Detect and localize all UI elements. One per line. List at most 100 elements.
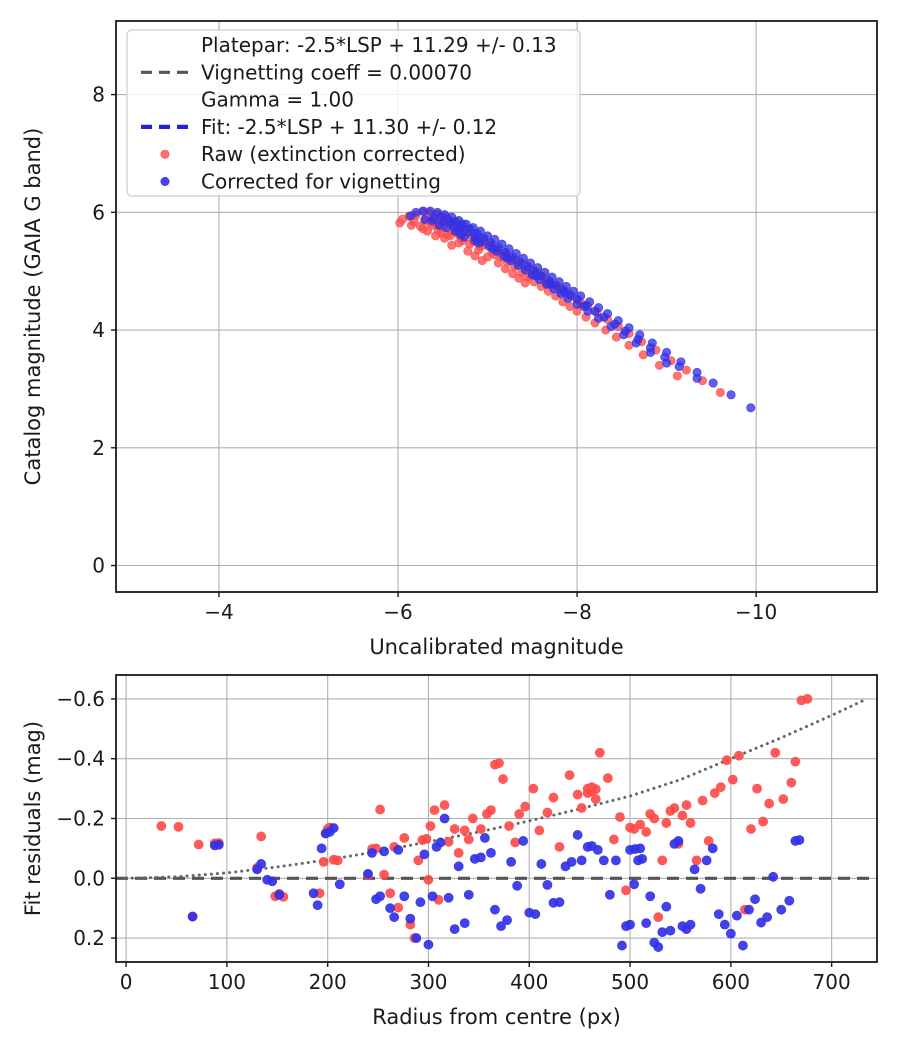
data-point [689,864,700,875]
data-point [701,855,712,866]
data-point [488,244,498,254]
data-point [449,924,460,935]
x-tick-label: 200 [309,970,347,994]
data-point [334,879,345,890]
data-point [609,834,619,845]
data-point [615,812,625,822]
data-point [423,874,434,885]
y-tick-label: 8 [92,83,105,107]
data-point [316,843,327,854]
data-point [470,236,480,246]
data-point [405,913,416,924]
data-point [514,273,524,283]
data-point [762,912,773,923]
vignetting-curve [124,697,869,880]
series-corrected-for-vignetting [406,206,756,413]
legend-label: Gamma = 1.00 [201,88,354,112]
x-tick-label: 100 [208,970,246,994]
data-point [427,216,437,226]
legend-box [126,29,581,197]
data-point [435,837,446,848]
x-tick-label: −8 [562,600,591,624]
data-point [520,265,530,275]
data-point [661,901,672,912]
data-point [635,843,646,854]
legend-entry[interactable]: Vignetting coeff = 0.00070 [141,60,472,84]
data-point [572,789,583,800]
legend-entry[interactable]: Platepar: -2.5*LSP + 11.29 +/- 0.13 [201,33,557,57]
data-point [449,824,460,834]
x-tick-label: −10 [735,600,777,624]
data-point [213,839,224,850]
data-point [534,825,545,836]
panel-magnitude-calibration: −4 −6 −8 −10 0 2 4 6 8 Uncalibrated magnitude Cata… [21,20,878,659]
data-point [677,810,688,821]
data-point [389,912,400,923]
data-point [673,836,684,846]
data-point [406,211,416,221]
data-point [768,871,779,882]
data-point [502,915,512,926]
x-tick-label: 400 [510,970,548,994]
legend-entry[interactable]: Fit: -2.5*LSP + 11.30 +/- 0.12 [141,115,497,139]
data-point [463,834,474,845]
data-point [379,869,390,880]
data-point [477,256,487,266]
y-axis-title: Fit residuals (mag) [21,721,45,916]
data-point [653,912,664,923]
legend-label: Corrected for vignetting [201,170,441,194]
data-point [744,904,754,915]
data-point [645,891,656,902]
data-point [554,842,565,852]
data-layer [395,206,756,413]
data-point [475,824,486,834]
data-point [475,852,486,863]
data-point [598,855,609,866]
data-point [514,809,525,819]
y-axis-title: Catalog magnitude (GAIA G band) [21,128,45,486]
data-point [674,362,684,372]
data-point [790,756,801,767]
data-point [672,371,682,381]
legend-label: Raw (extinction corrected) [201,142,466,166]
data-point [752,783,762,794]
data-point [385,903,396,914]
data-point [657,927,668,938]
data-point [750,894,760,905]
data-point [691,855,702,866]
legend-entry[interactable]: Corrected for vignetting [160,170,441,194]
data-point [542,879,553,890]
y-tick-label: −0.2 [56,807,105,831]
data-point [746,403,756,413]
x-tick-label: 600 [712,970,750,994]
data-point [486,805,496,816]
y-tick-label: 4 [92,318,105,342]
data-point [576,803,587,813]
data-point [554,897,565,908]
y-tick-label: −0.6 [56,687,105,711]
data-point [513,260,523,270]
data-point [621,885,631,896]
data-point [731,910,742,921]
data-point [719,919,730,930]
data-point [500,264,510,274]
data-point [669,803,680,813]
x-axis-title: Radius from centre (px) [372,1005,621,1029]
data-point [453,861,464,872]
data-point [413,855,424,866]
data-point [721,755,732,766]
data-point [531,271,541,281]
data-point [545,279,555,289]
data-point [738,940,748,951]
data-point [548,792,559,803]
legend-entry[interactable]: Gamma = 1.00 [201,88,354,112]
data-point [421,833,432,844]
legend-entry[interactable]: Raw (extinction corrected) [160,142,466,166]
data-point [459,825,470,836]
data-point [770,747,781,758]
data-point [635,819,646,830]
data-point [692,373,702,383]
y-tick-label: 2 [92,436,105,460]
data-point [439,813,450,824]
